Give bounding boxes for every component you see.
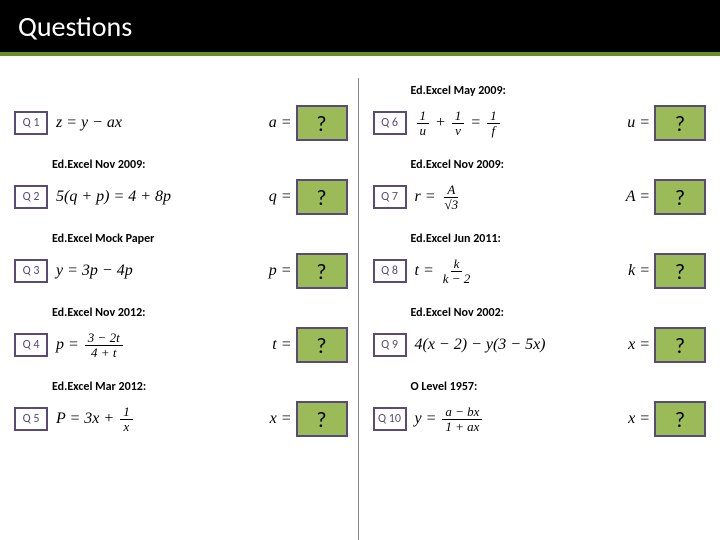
- question-row: Q 2 5(q + p) = 4 + 8p q = ?: [14, 174, 348, 220]
- header-bar: Questions: [0, 0, 720, 56]
- question-formula: y = 3p − 4p: [56, 262, 269, 280]
- source-label: Ed.Excel Nov 2002:: [411, 306, 707, 320]
- source-label: Ed.Excel Nov 2012:: [52, 306, 348, 320]
- answer-box[interactable]: ?: [296, 327, 348, 363]
- question-id: Q 3: [14, 259, 48, 283]
- question-row: Q 5 P = 3x + 1x x = ?: [14, 396, 348, 442]
- question-formula: 5(q + p) = 4 + 8p: [56, 188, 269, 206]
- answer-box[interactable]: ?: [296, 253, 348, 289]
- source-label: Ed.Excel Nov 2009:: [52, 158, 348, 172]
- page-title: Questions: [18, 9, 132, 44]
- content-area: Q 1 z = y − ax a = ? Ed.Excel Nov 2009: …: [0, 56, 720, 540]
- question-row: Q 8 t = kk − 2 k = ?: [373, 248, 707, 294]
- answer-lead: k =: [628, 262, 650, 280]
- question-formula: r = A√3: [415, 183, 626, 211]
- question-id: Q 6: [373, 111, 407, 135]
- left-column: Q 1 z = y − ax a = ? Ed.Excel Nov 2009: …: [14, 78, 358, 540]
- answer-box[interactable]: ?: [654, 401, 706, 437]
- question-row: Q 10 y = a − bx1 + ax x = ?: [373, 396, 707, 442]
- question-id: Q 8: [373, 259, 407, 283]
- question-formula: t = kk − 2: [415, 257, 629, 285]
- source-label: Ed.Excel May 2009:: [411, 84, 707, 98]
- question-id: Q 10: [373, 407, 407, 431]
- answer-lead: q =: [269, 188, 292, 206]
- question-formula: p = 3 − 2t4 + t: [56, 331, 272, 359]
- answer-lead: u =: [627, 114, 650, 132]
- question-id: Q 5: [14, 407, 48, 431]
- question-row: Q 3 y = 3p − 4p p = ?: [14, 248, 348, 294]
- question-id: Q 9: [373, 333, 407, 357]
- question-row: Q 1 z = y − ax a = ?: [14, 100, 348, 146]
- answer-box[interactable]: ?: [296, 401, 348, 437]
- question-id: Q 4: [14, 333, 48, 357]
- question-id: Q 1: [14, 111, 48, 135]
- answer-lead: t =: [272, 336, 291, 354]
- right-column: Ed.Excel May 2009: Q 6 1u + 1v = 1f u = …: [358, 78, 707, 540]
- answer-box[interactable]: ?: [296, 179, 348, 215]
- answer-lead: x =: [628, 410, 650, 428]
- answer-box[interactable]: ?: [654, 179, 706, 215]
- question-id: Q 2: [14, 185, 48, 209]
- question-formula: P = 3x + 1x: [56, 405, 270, 433]
- question-row: Q 6 1u + 1v = 1f u = ?: [373, 100, 707, 146]
- question-row: Q 4 p = 3 − 2t4 + t t = ?: [14, 322, 348, 368]
- answer-box[interactable]: ?: [296, 105, 348, 141]
- source-label: Ed.Excel Mock Paper: [52, 232, 348, 246]
- question-row: Q 7 r = A√3 A = ?: [373, 174, 707, 220]
- question-row: Q 9 4(x − 2) − y(3 − 5x) x = ?: [373, 322, 707, 368]
- answer-box[interactable]: ?: [654, 105, 706, 141]
- answer-lead: x =: [270, 410, 292, 428]
- source-label: Ed.Excel Mar 2012:: [52, 380, 348, 394]
- question-formula: 1u + 1v = 1f: [415, 109, 628, 137]
- answer-lead: x =: [628, 336, 650, 354]
- source-label: O Level 1957:: [411, 380, 707, 394]
- answer-box[interactable]: ?: [654, 253, 706, 289]
- answer-lead: p =: [269, 262, 292, 280]
- question-formula: y = a − bx1 + ax: [415, 405, 629, 433]
- source-label: Ed.Excel Nov 2009:: [411, 158, 707, 172]
- answer-lead: a =: [269, 114, 292, 132]
- answer-box[interactable]: ?: [654, 327, 706, 363]
- source-label: [52, 84, 348, 98]
- question-formula: z = y − ax: [56, 114, 269, 132]
- source-label: Ed.Excel Jun 2011:: [411, 232, 707, 246]
- question-formula: 4(x − 2) − y(3 − 5x): [415, 336, 629, 354]
- question-id: Q 7: [373, 185, 407, 209]
- answer-lead: A =: [626, 188, 650, 206]
